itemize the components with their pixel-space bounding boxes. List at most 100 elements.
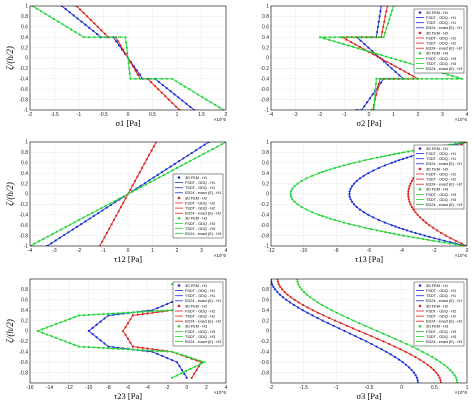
legend-entry: ED24 - exact (E) - H3	[426, 67, 462, 71]
data-point-green	[334, 167, 336, 169]
data-point-blue	[410, 231, 412, 233]
data-point-red	[117, 40, 119, 42]
y-tick-label: 1	[266, 140, 269, 146]
legend-entry: FSDT - GDQ - H1	[426, 152, 456, 156]
data-point-blue	[367, 172, 369, 174]
data-point-blue	[272, 286, 274, 288]
data-point-green	[382, 333, 384, 335]
data-point-red	[372, 53, 374, 55]
y-tick-label: 0.4	[262, 171, 269, 177]
data-point-blue	[156, 353, 158, 355]
data-point-blue	[405, 364, 407, 366]
data-point-blue	[293, 304, 295, 306]
data-point-blue	[177, 96, 179, 98]
data-point-green	[42, 238, 44, 240]
data-point-red	[437, 374, 439, 376]
chart-panel-5: -16 -14 -12 -10 -8 -6 -4 -2 0 2 4-0.8-0.6-0.4-0.20…	[5, 279, 228, 401]
data-point-red	[404, 351, 406, 353]
data-point-red	[110, 223, 112, 225]
data-point-blue	[166, 357, 168, 359]
data-point-blue	[115, 40, 117, 42]
data-point-red	[127, 338, 129, 340]
data-point-green	[385, 56, 387, 58]
y-tick-label: -0.6	[260, 223, 269, 229]
data-point-green	[122, 348, 124, 350]
data-point-green	[373, 104, 375, 106]
data-point-green	[393, 153, 395, 155]
data-point-green	[137, 311, 139, 313]
data-point-green	[53, 18, 55, 20]
data-point-blue	[156, 307, 158, 309]
legend-entry: TSDT - GDQ - H3	[426, 198, 456, 202]
data-point-green	[55, 337, 57, 339]
y-tick-label: 0.8	[262, 287, 269, 293]
data-point-blue	[408, 366, 410, 368]
data-point-green	[443, 364, 445, 366]
legend-entry: FSDT - GDQ - H3	[426, 193, 456, 197]
data-point-red	[381, 31, 383, 33]
data-point-green	[325, 216, 327, 218]
data-point-green	[431, 78, 433, 80]
x-tick-label: 1	[151, 248, 154, 254]
x-tick-label: 2	[417, 112, 420, 118]
data-point-green	[66, 26, 68, 28]
data-point-red	[142, 347, 144, 349]
data-point-red	[101, 241, 103, 243]
y-tick-label: -0.4	[19, 350, 28, 356]
x-tick-label: -3	[293, 112, 298, 118]
data-point-green	[334, 219, 336, 221]
data-point-blue	[369, 97, 371, 99]
legend-entry: 3D FEM - H1	[426, 11, 448, 15]
data-point-red	[383, 21, 385, 23]
data-point-green	[88, 314, 90, 316]
data-point-blue	[398, 159, 400, 161]
data-point-blue	[343, 330, 345, 332]
data-point-green	[98, 347, 100, 349]
data-point-blue	[356, 206, 358, 208]
data-point-blue	[417, 379, 419, 381]
data-point-green	[303, 291, 305, 293]
data-point-green	[297, 183, 299, 185]
data-point-red	[113, 219, 115, 221]
x-exponent-label: ×10^5	[214, 390, 227, 395]
data-point-green	[65, 226, 67, 228]
data-point-green	[91, 212, 93, 214]
data-point-blue	[55, 239, 57, 241]
data-point-green	[205, 99, 207, 101]
x-tick-label: -8	[106, 385, 111, 391]
data-point-blue	[161, 171, 163, 173]
data-point-blue	[410, 155, 412, 157]
data-point-green	[290, 196, 292, 198]
data-point-green	[127, 348, 129, 350]
data-point-red	[414, 356, 416, 358]
data-point-green	[329, 168, 331, 170]
data-point-red	[120, 44, 122, 46]
data-point-green	[185, 355, 187, 357]
data-point-green	[336, 312, 338, 314]
legend: 3D FEM - H1FSDT - GDQ - H1TSDT - GDQ - H…	[414, 282, 464, 346]
data-point-blue	[103, 342, 105, 344]
data-point-green	[147, 310, 149, 312]
data-point-green	[443, 241, 445, 243]
data-point-green	[324, 37, 326, 39]
data-point-green	[64, 340, 66, 342]
data-point-red	[90, 19, 92, 21]
data-point-blue	[181, 100, 183, 102]
data-point-green	[353, 224, 355, 226]
data-point-green	[398, 234, 400, 236]
data-point-green	[83, 346, 85, 348]
data-point-green	[131, 191, 133, 193]
data-point-green	[194, 157, 196, 159]
data-point-green	[102, 313, 104, 315]
data-point-red	[196, 369, 198, 371]
data-point-green	[301, 206, 303, 208]
data-point-red	[352, 327, 354, 329]
data-point-green	[291, 188, 293, 190]
data-point-green	[70, 28, 72, 30]
data-point-green	[176, 374, 178, 376]
legend-marker	[419, 11, 422, 14]
data-point-blue	[302, 309, 304, 311]
data-point-blue	[80, 223, 82, 225]
data-point-red	[129, 342, 131, 344]
data-point-green	[125, 41, 127, 43]
